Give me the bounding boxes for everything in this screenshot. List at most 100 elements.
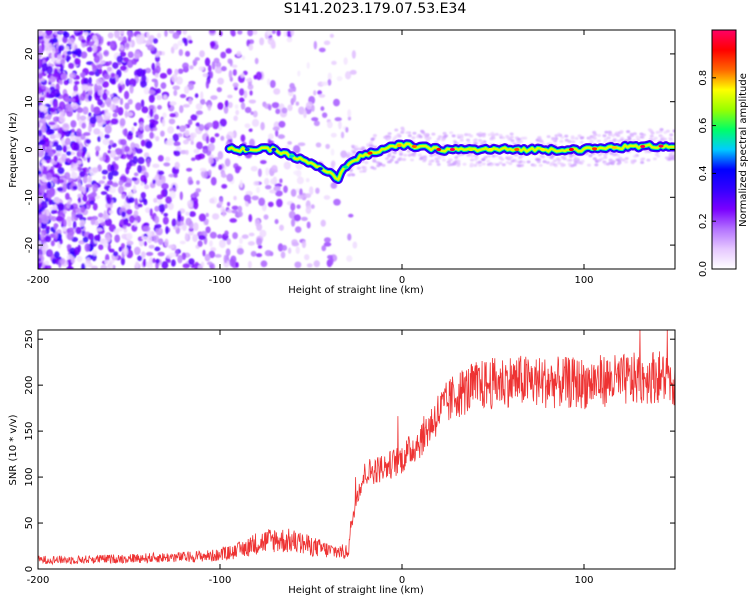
noise-speckle <box>76 107 84 113</box>
noise-speckle <box>172 43 179 50</box>
noise-speckle <box>154 79 159 88</box>
noise-speckle <box>63 79 69 86</box>
noise-speckle <box>235 261 239 268</box>
ridge-halo <box>436 137 441 141</box>
noise-speckle <box>161 175 166 184</box>
ridge-halo <box>597 153 602 157</box>
noise-speckle <box>74 135 82 143</box>
noise-speckle <box>52 116 60 122</box>
noise-speckle <box>153 113 159 121</box>
noise-speckle <box>174 68 179 76</box>
ridge-halo <box>505 134 510 138</box>
y-tick-label: 200 <box>24 376 35 395</box>
ridge-halo <box>624 160 629 164</box>
ridge-halo <box>418 135 423 139</box>
noise-speckle <box>204 253 211 262</box>
ridge-halo <box>612 138 617 142</box>
noise-speckle <box>103 49 110 57</box>
noise-speckle <box>192 234 198 242</box>
ridge-halo <box>650 131 655 135</box>
noise-speckle <box>130 142 136 150</box>
noise-speckle <box>105 112 112 117</box>
noise-speckle <box>102 92 108 101</box>
noise-speckle <box>281 244 288 251</box>
noise-speckle <box>279 224 284 231</box>
noise-speckle <box>340 131 345 139</box>
ridge-halo <box>632 154 637 158</box>
noise-speckle <box>227 94 233 99</box>
noise-speckle <box>162 112 167 119</box>
ridge-halo <box>616 139 621 143</box>
noise-speckle <box>104 134 110 140</box>
ridge-peak <box>244 147 250 152</box>
noise-speckle <box>333 98 340 107</box>
noise-speckle <box>197 264 203 269</box>
noise-speckle <box>267 201 274 208</box>
noise-speckle <box>142 225 151 232</box>
noise-speckle <box>132 156 138 165</box>
noise-speckle <box>54 133 62 139</box>
ridge-halo <box>510 159 515 163</box>
noise-speckle <box>142 258 147 268</box>
ridge-halo <box>481 158 486 162</box>
noise-speckle <box>218 239 226 249</box>
noise-speckle <box>131 58 138 65</box>
ridge-halo <box>649 134 654 138</box>
noise-speckle <box>287 104 293 112</box>
noise-speckle <box>49 107 56 113</box>
noise-speckle <box>266 30 272 37</box>
noise-speckle <box>121 193 126 199</box>
noise-speckle <box>209 198 215 204</box>
snr-y-label: SNR (10 * v/v) <box>8 414 19 485</box>
noise-speckle <box>161 118 166 127</box>
noise-speckle <box>179 105 184 114</box>
noise-speckle <box>271 30 276 35</box>
ridge-halo <box>538 163 543 167</box>
noise-speckle <box>128 196 135 203</box>
noise-speckle <box>226 173 234 182</box>
noise-speckle <box>134 69 142 78</box>
noise-speckle <box>118 180 124 186</box>
noise-speckle <box>168 173 175 178</box>
noise-speckle <box>208 250 216 259</box>
noise-speckle <box>286 30 292 37</box>
noise-speckle <box>160 130 165 137</box>
spectrogram-ridge <box>224 139 675 185</box>
noise-speckle <box>271 164 278 173</box>
ridge-halo <box>489 163 494 167</box>
ridge-halo <box>517 160 522 164</box>
noise-speckle <box>63 219 67 227</box>
noise-speckle <box>124 90 130 100</box>
noise-speckle <box>109 150 117 158</box>
ridge-halo <box>605 162 610 166</box>
noise-speckle <box>125 166 130 175</box>
noise-speckle <box>182 62 189 70</box>
noise-speckle <box>320 219 326 227</box>
noise-speckle <box>145 207 151 214</box>
spectrogram-y-label: Frequency (Hz) <box>8 112 19 188</box>
noise-speckle <box>44 260 50 266</box>
noise-speckle <box>267 37 275 45</box>
noise-speckle <box>231 64 238 69</box>
noise-speckle <box>50 209 56 215</box>
noise-speckle <box>41 43 45 52</box>
y-tick-label: 50 <box>24 517 35 530</box>
noise-speckle <box>103 239 109 248</box>
noise-speckle <box>304 193 312 199</box>
noise-speckle <box>168 118 176 125</box>
noise-speckle <box>65 158 71 163</box>
noise-speckle <box>132 184 137 194</box>
noise-speckle <box>313 90 317 96</box>
ridge-halo <box>480 140 485 144</box>
noise-speckle <box>247 241 255 246</box>
noise-speckle <box>39 185 46 194</box>
colorbar-label: Normalized spectral amplitude <box>738 73 749 227</box>
ridge-halo <box>442 131 447 135</box>
ridge-halo <box>510 139 515 143</box>
ridge-halo <box>546 135 551 139</box>
ridge-halo <box>597 158 602 162</box>
noise-speckle <box>38 129 43 137</box>
ridge-halo <box>394 135 399 139</box>
noise-speckle <box>38 59 43 69</box>
